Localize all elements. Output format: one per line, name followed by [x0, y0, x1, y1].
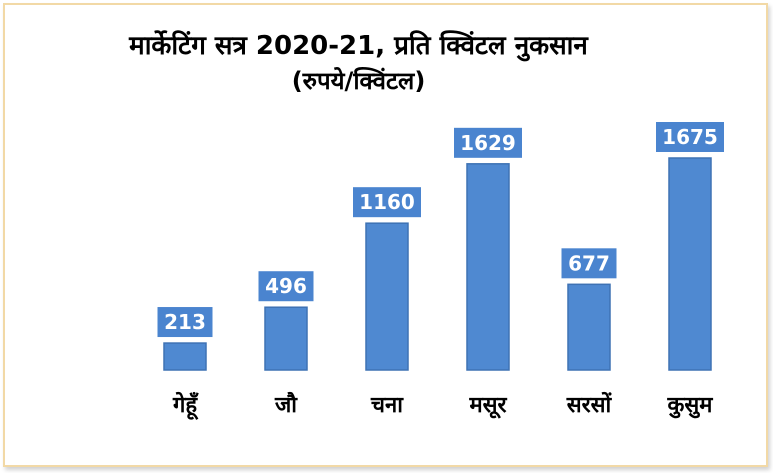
data-label-box-2 — [353, 187, 421, 218]
data-label-4: 677 — [568, 251, 610, 275]
data-label-1: 496 — [265, 274, 307, 298]
data-label-2: 1160 — [359, 190, 415, 214]
data-label-3: 1629 — [460, 131, 516, 155]
bar-5 — [668, 157, 712, 371]
bar-2 — [365, 222, 409, 371]
data-label-box-1 — [258, 271, 314, 302]
bar-0 — [163, 342, 207, 371]
data-label-box-4 — [561, 248, 617, 279]
category-label-2: चना — [370, 393, 404, 418]
category-label-4: सरसों — [566, 391, 613, 418]
chart-subtitle: (रुपये/क्विंटल) — [291, 67, 426, 95]
category-label-3: मसूर — [468, 393, 507, 419]
chart-title: मार्केटिंग सत्र 2020-21, प्रति क्विंटल न… — [129, 31, 588, 61]
category-label-1: जौ — [274, 391, 298, 418]
category-label-5: कुसुम — [667, 393, 714, 419]
data-label-box-0 — [157, 307, 213, 338]
data-label-5: 1675 — [662, 125, 718, 149]
category-label-0: गेहूँ — [172, 391, 199, 420]
data-label-box-3 — [454, 127, 522, 158]
data-label-box-5 — [656, 122, 724, 152]
bar-3 — [466, 163, 510, 371]
data-label-0: 213 — [164, 310, 206, 334]
bar-1 — [264, 306, 308, 371]
bar-4 — [567, 283, 611, 371]
